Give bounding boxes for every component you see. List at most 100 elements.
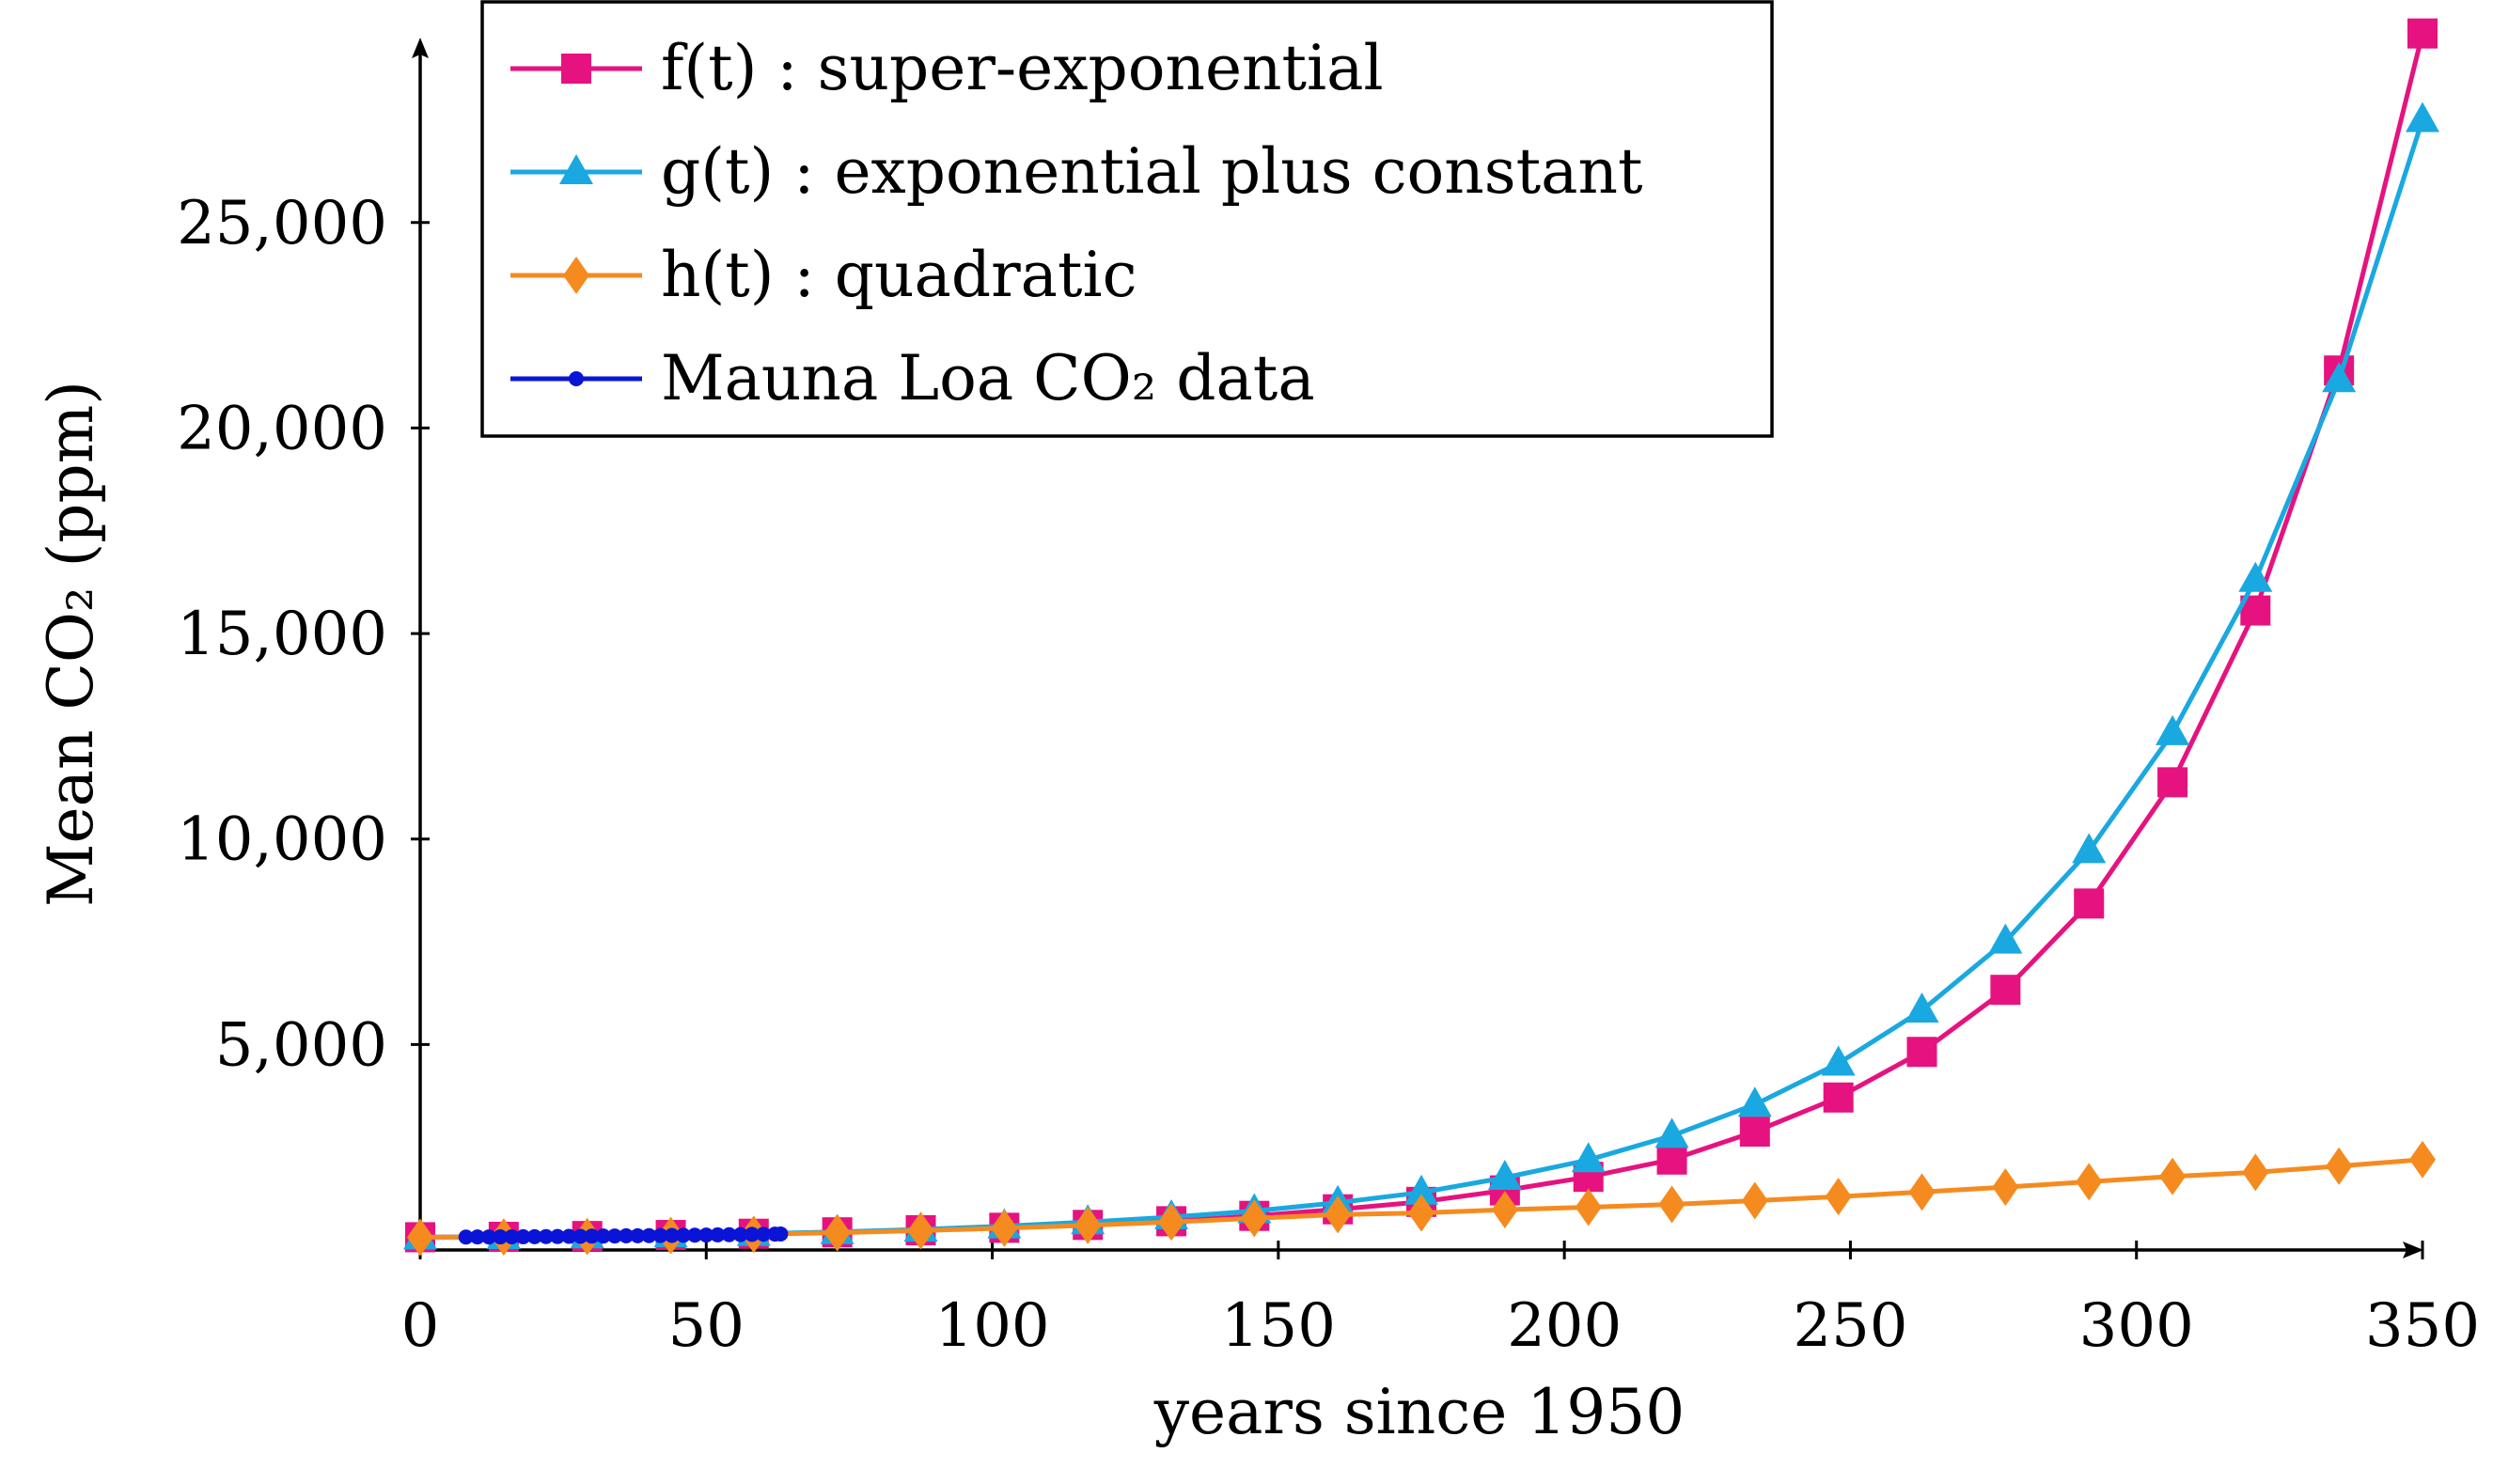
data-point xyxy=(1823,1082,1854,1113)
legend-label: f(t) : super-exponential xyxy=(661,32,1384,104)
data-point xyxy=(664,1227,680,1243)
data-point xyxy=(721,1226,737,1242)
legend-swatch-marker xyxy=(569,371,584,386)
legend-label: g(t) : exponential plus constant xyxy=(661,135,1643,208)
legend: f(t) : super-exponential g(t) : exponenti… xyxy=(480,0,1774,438)
ticks: 0 50 100 150 200 250 300 350 5,000 10,000 15,000 20… xyxy=(177,189,2480,1361)
data-point xyxy=(652,1227,668,1243)
legend-box xyxy=(480,0,1774,438)
y-axis-title: Mean CO₂ (ppm) xyxy=(35,381,107,907)
data-point xyxy=(538,1228,554,1244)
legend-label: Mauna Loa CO₂ data xyxy=(661,342,1315,414)
data-point xyxy=(1408,1194,1435,1232)
data-point xyxy=(1908,1173,1936,1211)
data-point xyxy=(1658,1185,1686,1224)
data-point xyxy=(2322,362,2357,393)
data-point xyxy=(1905,992,1939,1023)
data-point xyxy=(1739,1117,1770,1148)
data-point xyxy=(584,1228,600,1244)
data-point xyxy=(1404,1174,1438,1205)
legend-label: h(t) : quadratic xyxy=(661,239,1137,311)
data-point xyxy=(1487,1160,1522,1191)
legend-entry: Mauna Loa CO₂ data xyxy=(510,342,1315,414)
data-point xyxy=(481,1229,497,1245)
data-point xyxy=(515,1228,531,1244)
data-point xyxy=(504,1228,520,1244)
legend-swatch-marker xyxy=(563,257,589,294)
data-point xyxy=(595,1228,611,1244)
data-point xyxy=(641,1227,657,1243)
data-point xyxy=(1906,1037,1937,1068)
x-tick-label: 150 xyxy=(1221,1291,1336,1361)
x-tick-label: 50 xyxy=(668,1291,745,1361)
y-axis-arrow xyxy=(412,38,429,58)
data-point xyxy=(407,1218,433,1257)
data-point xyxy=(1074,1206,1102,1244)
legend-entry: g(t) : exponential plus constant xyxy=(510,135,1643,208)
series-4 xyxy=(458,1226,789,1245)
data-point xyxy=(2326,1147,2353,1185)
data-point xyxy=(2074,888,2105,919)
data-point xyxy=(1654,1117,1689,1148)
data-point xyxy=(619,1227,635,1243)
data-point xyxy=(606,1228,622,1244)
data-point xyxy=(1990,975,2021,1006)
data-point xyxy=(744,1226,760,1242)
x-tick-label: 100 xyxy=(934,1291,1049,1361)
data-point xyxy=(710,1226,726,1242)
data-point xyxy=(991,1209,1018,1247)
data-point xyxy=(1571,1142,1606,1173)
data-point xyxy=(732,1226,748,1242)
data-point xyxy=(561,1228,577,1244)
x-tick-label: 200 xyxy=(1507,1291,1622,1361)
y-tick-label: 10,000 xyxy=(177,805,387,875)
data-point xyxy=(1992,1168,2019,1207)
y-tick-label: 25,000 xyxy=(177,189,387,258)
data-point xyxy=(2242,1153,2269,1192)
data-point xyxy=(1988,923,2023,954)
data-point xyxy=(550,1228,566,1244)
data-point xyxy=(1737,1086,1772,1117)
legend-entry: f(t) : super-exponential xyxy=(510,32,1384,104)
x-tick-label: 250 xyxy=(1793,1291,1907,1361)
data-point xyxy=(687,1227,703,1243)
data-point xyxy=(1491,1191,1518,1229)
data-point xyxy=(2238,561,2273,592)
data-point xyxy=(458,1229,474,1245)
data-point xyxy=(1821,1045,1856,1076)
data-point xyxy=(526,1228,542,1244)
data-point xyxy=(630,1227,646,1243)
data-point xyxy=(1741,1181,1768,1220)
data-point xyxy=(2159,1157,2187,1195)
data-point xyxy=(469,1229,485,1245)
data-point xyxy=(1158,1203,1185,1242)
legend-swatch-marker xyxy=(559,154,593,184)
data-point xyxy=(1825,1178,1852,1216)
data-point xyxy=(572,1228,588,1244)
x-tick-label: 300 xyxy=(2079,1291,2194,1361)
data-point xyxy=(2406,102,2439,133)
data-point xyxy=(675,1227,691,1243)
data-point xyxy=(1241,1199,1268,1238)
data-point xyxy=(756,1226,772,1242)
data-point xyxy=(1325,1195,1352,1234)
y-tick-label: 5,000 xyxy=(215,1010,387,1080)
x-tick-label: 0 xyxy=(401,1291,440,1361)
data-point xyxy=(1656,1144,1687,1175)
series-layer xyxy=(403,18,2439,1257)
data-point xyxy=(2407,18,2438,49)
data-point xyxy=(698,1227,714,1243)
data-point xyxy=(2156,714,2190,745)
data-point xyxy=(823,1213,851,1252)
data-point xyxy=(2072,833,2107,864)
data-point xyxy=(773,1226,789,1242)
x-axis-arrow xyxy=(2403,1242,2423,1258)
data-point xyxy=(907,1211,934,1250)
data-point xyxy=(2409,1140,2436,1179)
legend-swatch-marker xyxy=(561,54,591,84)
data-point xyxy=(493,1229,509,1245)
y-tick-label: 20,000 xyxy=(177,394,387,463)
data-point xyxy=(2076,1163,2103,1201)
y-tick-label: 15,000 xyxy=(177,600,387,669)
